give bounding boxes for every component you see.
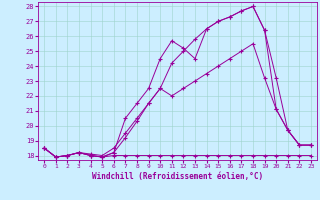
X-axis label: Windchill (Refroidissement éolien,°C): Windchill (Refroidissement éolien,°C) [92, 172, 263, 181]
